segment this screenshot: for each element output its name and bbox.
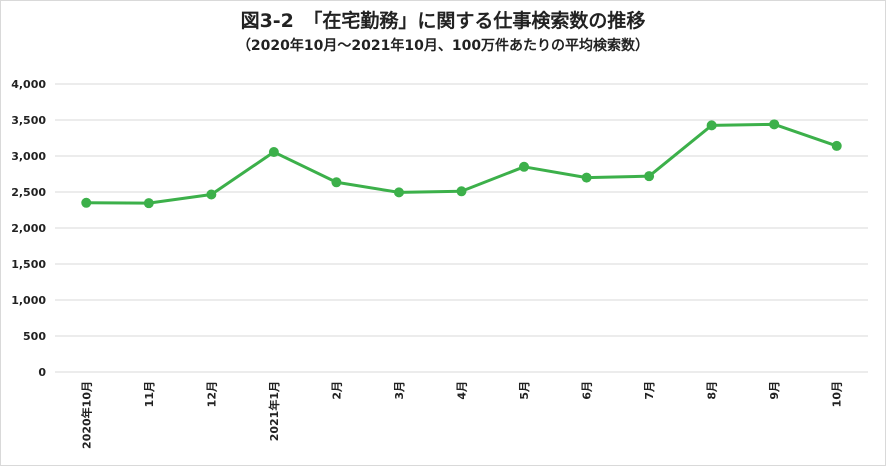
y-tick-label: 3,500 xyxy=(11,114,46,127)
x-axis-ticks: 2020年10月 11月 12月 2021年1月 2月 3月 4月 5月 6月 7月 8月 9月 10月 xyxy=(79,381,843,449)
x-tick-label: 2020年10月 xyxy=(79,381,93,449)
data-point xyxy=(581,172,592,183)
y-tick-label: 2,500 xyxy=(11,186,46,199)
y-tick-label: 4,000 xyxy=(11,78,46,91)
x-tick-label: 9月 xyxy=(768,381,781,400)
data-point xyxy=(331,177,342,188)
data-point xyxy=(706,120,717,131)
x-tick-label: 2月 xyxy=(330,381,343,400)
data-point xyxy=(456,186,467,197)
chart-title: 図3-2 「在宅勤務」に関する仕事検索数の推移 xyxy=(240,10,646,32)
data-point xyxy=(769,119,780,130)
x-tick-label: 2021年1月 xyxy=(267,381,281,441)
y-tick-label: 3,000 xyxy=(11,150,46,163)
y-tick-label: 500 xyxy=(23,330,46,343)
y-tick-label: 0 xyxy=(38,366,46,379)
data-point xyxy=(206,189,217,200)
x-tick-label: 4月 xyxy=(456,381,469,400)
x-tick-label: 7月 xyxy=(643,381,656,400)
y-tick-label: 1,000 xyxy=(11,294,46,307)
data-point xyxy=(81,197,92,208)
data-point xyxy=(393,187,404,198)
x-tick-label: 11月 xyxy=(143,381,156,407)
series-group xyxy=(81,119,842,209)
data-point xyxy=(831,140,842,151)
x-tick-label: 6月 xyxy=(581,381,594,400)
x-tick-label: 3月 xyxy=(393,381,406,400)
x-tick-label: 5月 xyxy=(518,381,531,400)
chart-subtitle: （2020年10月～2021年10月、100万件あたりの平均検索数） xyxy=(236,38,650,54)
data-point xyxy=(519,161,530,172)
y-tick-label: 1,500 xyxy=(11,258,46,271)
data-point xyxy=(268,147,279,158)
x-tick-label: 10月 xyxy=(831,381,844,407)
data-point xyxy=(143,198,154,209)
gridlines xyxy=(55,83,868,373)
x-tick-label: 8月 xyxy=(706,381,719,400)
data-point xyxy=(644,171,655,182)
x-tick-label: 12月 xyxy=(205,381,218,407)
y-axis-ticks: 4,000 3,500 3,000 2,500 2,000 1,500 1,000 500 0 xyxy=(11,78,46,379)
y-tick-label: 2,000 xyxy=(11,222,46,235)
